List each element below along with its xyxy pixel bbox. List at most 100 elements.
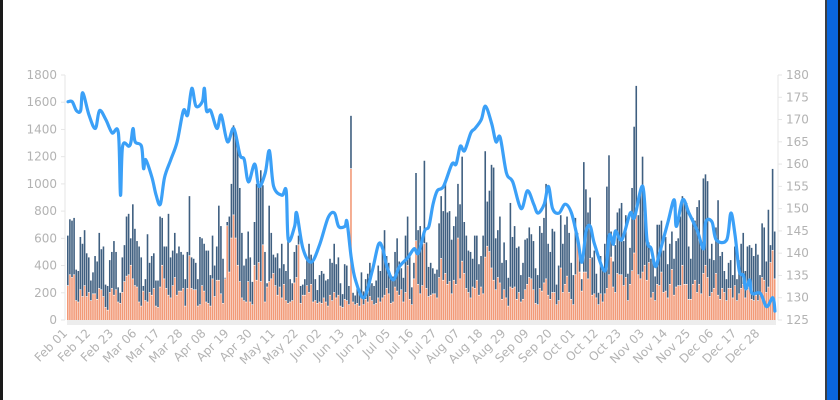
bar-bottom-segment	[153, 288, 155, 320]
bar-top-segment	[547, 243, 549, 295]
bar-bottom-segment	[155, 306, 157, 320]
bar-bottom-segment	[94, 294, 96, 320]
bar-top-segment	[165, 246, 168, 289]
bar-top-segment	[400, 268, 403, 290]
bar-top-segment	[236, 147, 239, 265]
bar-top-segment	[379, 271, 382, 302]
bar-top-segment	[272, 254, 275, 274]
bar-bottom-segment	[664, 291, 667, 320]
bar-top-segment	[394, 251, 396, 287]
bar-top-segment	[528, 227, 531, 278]
bar-bottom-segment	[312, 302, 315, 320]
bar-bottom-segment	[245, 302, 247, 320]
bar-top-segment	[385, 256, 388, 289]
bar-bottom-segment	[601, 302, 604, 320]
bar-top-segment	[102, 246, 105, 297]
bar-top-segment	[234, 137, 237, 238]
bar-bottom-segment	[538, 288, 541, 320]
bar-top-segment	[268, 205, 270, 282]
bar-top-segment	[390, 275, 392, 304]
bar-bottom-segment	[650, 298, 652, 320]
bar-bottom-segment	[547, 295, 549, 320]
bar-bottom-segment	[295, 277, 298, 320]
bar-bottom-segment	[473, 288, 476, 320]
bar-bottom-segment	[467, 292, 470, 320]
bar-bottom-segment	[734, 285, 736, 320]
bar-bottom-segment	[199, 305, 201, 320]
bar-bottom-segment	[345, 300, 348, 320]
bar-top-segment	[241, 232, 243, 298]
bar-top-segment	[218, 205, 220, 280]
bar-bottom-segment	[207, 303, 210, 320]
bar-top-segment	[530, 234, 533, 279]
bar-top-segment	[178, 246, 180, 291]
bar-bottom-segment	[289, 302, 291, 320]
bar-bottom-segment	[614, 292, 617, 320]
bar-top-segment	[396, 238, 398, 291]
bar-bottom-segment	[297, 245, 300, 320]
bar-bottom-segment	[314, 300, 317, 320]
bar-top-segment	[633, 126, 635, 253]
bar-bottom-segment	[744, 298, 747, 320]
bar-bottom-segment	[478, 295, 480, 320]
bar-bottom-segment	[641, 272, 644, 320]
bar-bottom-segment	[517, 292, 520, 320]
bar-top-segment	[188, 196, 191, 256]
bar-bottom-segment	[706, 277, 709, 320]
bar-bottom-segment	[125, 276, 128, 320]
bar-top-segment	[465, 235, 468, 289]
bar-bottom-segment	[331, 300, 333, 320]
bar-bottom-segment	[564, 284, 566, 320]
bar-bottom-segment	[142, 291, 145, 320]
bar-bottom-segment	[526, 284, 528, 320]
bar-top-segment	[725, 279, 728, 301]
bar-top-segment	[304, 279, 306, 295]
left-tick-label: 1000	[26, 177, 57, 191]
bar-bottom-segment	[610, 257, 612, 320]
left-tick-label: 1600	[26, 95, 57, 109]
bar-top-segment	[308, 243, 310, 293]
bar-top-segment	[763, 227, 766, 280]
bar-bottom-segment	[100, 290, 103, 320]
bar-top-segment	[262, 185, 264, 245]
bar-bottom-segment	[228, 272, 231, 320]
bar-bottom-segment	[484, 257, 487, 320]
bar-bottom-segment	[725, 300, 728, 320]
bar-top-segment	[90, 280, 92, 301]
bar-bottom-segment	[247, 281, 249, 320]
bar-top-segment	[689, 258, 692, 299]
bar-bottom-segment	[274, 285, 277, 320]
bar-top-segment	[111, 251, 113, 289]
bar-top-segment	[148, 262, 151, 293]
bar-bottom-segment	[708, 296, 711, 320]
bar-bottom-segment	[513, 287, 516, 320]
bar-top-segment	[532, 241, 535, 290]
bar-top-segment	[289, 279, 291, 302]
bar-bottom-segment	[620, 275, 623, 320]
bar-top-segment	[746, 246, 749, 290]
bar-top-segment	[295, 245, 298, 278]
bar-top-segment	[222, 258, 224, 304]
bar-bottom-segment	[276, 295, 279, 320]
bar-top-segment	[283, 264, 285, 285]
bar-top-segment	[71, 220, 73, 278]
bar-top-segment	[446, 212, 449, 285]
bar-bottom-segment	[698, 284, 700, 320]
bar-top-segment	[721, 251, 724, 289]
bar-top-segment	[266, 283, 268, 287]
bar-bottom-segment	[190, 288, 193, 320]
bar-bottom-segment	[633, 253, 635, 320]
bar-top-segment	[87, 257, 90, 293]
bar-bottom-segment	[226, 226, 229, 320]
bar-top-segment	[153, 253, 155, 289]
bar-top-segment	[553, 231, 556, 293]
bar-top-segment	[440, 196, 442, 259]
bar-bottom-segment	[694, 280, 696, 320]
bar-bottom-segment	[446, 284, 449, 320]
bar-bottom-segment	[169, 298, 172, 320]
bar-top-segment	[541, 232, 543, 291]
bar-top-segment	[610, 231, 612, 257]
right-tick-label: 125	[786, 313, 809, 327]
bar-top-segment	[329, 258, 331, 295]
bar-bottom-segment	[129, 265, 132, 320]
